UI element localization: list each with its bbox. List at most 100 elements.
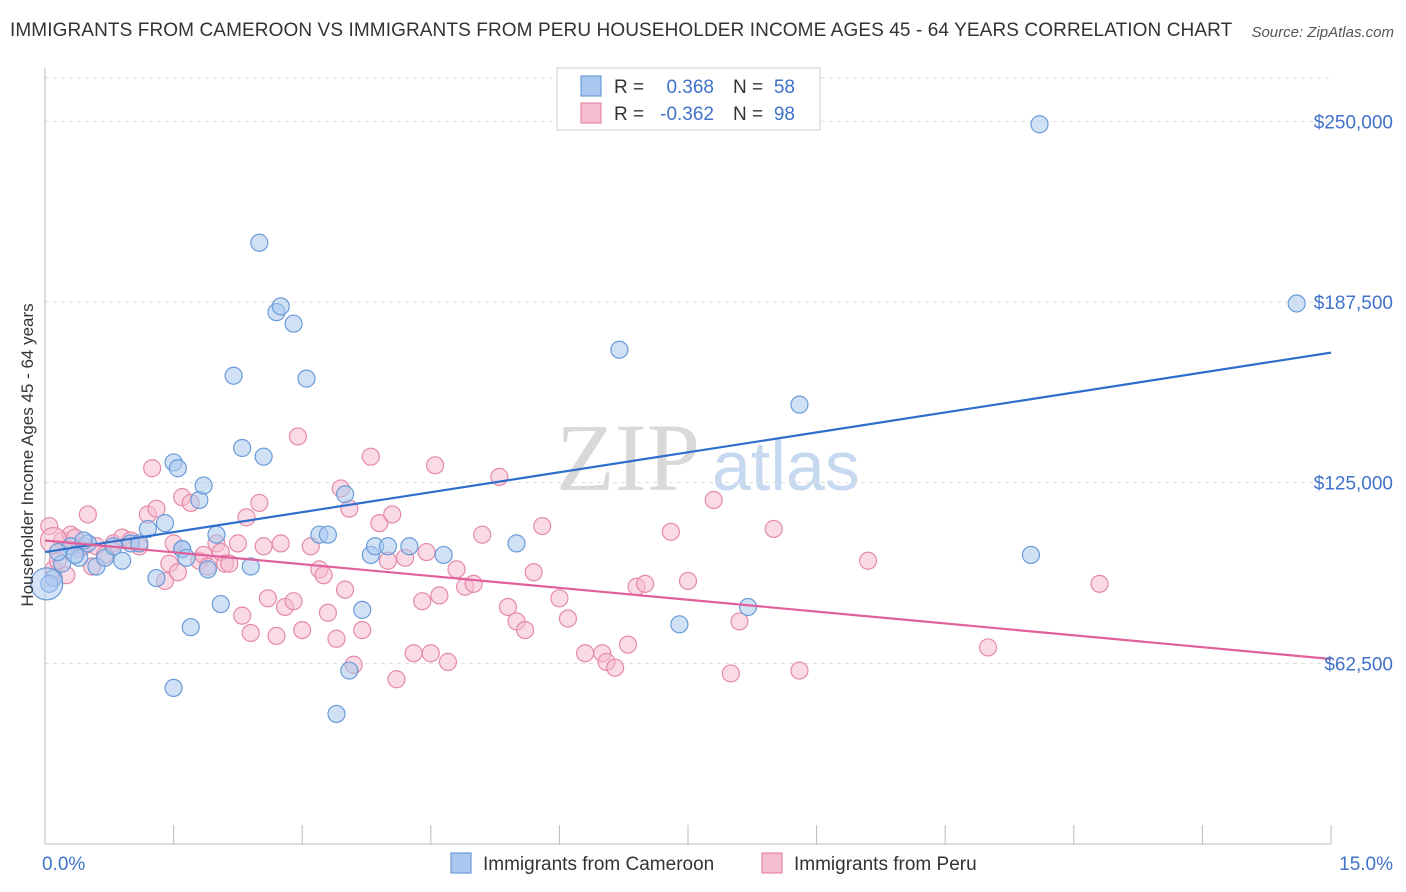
stat-n-value-2: 98 <box>774 104 795 125</box>
peru-point <box>618 635 638 654</box>
peru-point <box>533 516 552 536</box>
peru-point <box>220 554 239 573</box>
legend-swatch-peru <box>761 852 783 874</box>
cameroon-point <box>670 615 689 634</box>
peru-point <box>254 537 273 556</box>
cameroon-point <box>318 525 338 544</box>
peru-point <box>524 563 543 582</box>
peru-swatch <box>580 102 602 124</box>
peru-point <box>721 664 740 683</box>
peru-point <box>636 574 655 593</box>
peru-point <box>661 522 680 541</box>
peru-point <box>438 652 458 671</box>
peru-point <box>370 514 389 533</box>
cameroon-point <box>335 485 355 504</box>
peru-point <box>383 505 402 524</box>
peru-point <box>335 580 355 599</box>
cameroon-point <box>138 519 157 539</box>
y-tick-label: $250,000 <box>1314 112 1393 133</box>
peru-point <box>233 606 252 625</box>
stats-legend: R = 0.368 N = 58 R = -0.362 N = 98 <box>556 67 821 131</box>
cameroon-point <box>400 537 419 556</box>
legend-swatch-cameroon <box>450 852 472 874</box>
cameroon-point <box>155 514 175 533</box>
cameroon-point <box>250 233 269 252</box>
watermark-zip: ZIP <box>556 404 700 511</box>
y-tick-label: $125,000 <box>1314 474 1393 495</box>
cameroon-point <box>198 560 217 579</box>
cameroon-point <box>1021 545 1041 565</box>
peru-point <box>267 626 286 645</box>
cameroon-point <box>241 557 260 576</box>
peru-point <box>978 638 998 657</box>
peru-point <box>464 574 483 593</box>
x-tick-labels: 0.0% 15.0% <box>42 854 1393 875</box>
cameroon-point <box>507 534 526 553</box>
stat-n-label-1: N = <box>733 77 763 98</box>
cameroon-point <box>164 678 183 698</box>
peru-point <box>425 456 445 475</box>
peru-point <box>78 505 97 524</box>
peru-point <box>228 534 247 553</box>
peru-point <box>704 490 723 510</box>
peru-point <box>353 620 372 640</box>
cameroon-point <box>147 568 166 588</box>
axes <box>44 68 1332 845</box>
cameroon-swatch <box>580 75 602 97</box>
y-tick-label: $62,500 <box>1324 654 1393 675</box>
peru-point <box>361 447 380 466</box>
peru-point <box>314 566 333 585</box>
cameroon-point <box>327 704 346 724</box>
peru-point <box>417 542 436 562</box>
peru-point <box>258 589 278 608</box>
watermark: ZIP atlas <box>556 404 860 511</box>
cameroon-point <box>284 314 303 333</box>
peru-point <box>498 597 518 617</box>
stat-r-label-1: R = <box>614 77 644 98</box>
cameroon-point <box>168 459 187 478</box>
cameroon-point <box>271 297 290 316</box>
peru-point <box>271 534 290 553</box>
peru-point <box>241 623 260 643</box>
y-axis-label: Householder Income Ages 45 - 64 years <box>18 303 37 606</box>
stat-r-value-1: 0.368 <box>666 77 714 98</box>
peru-point <box>284 592 303 611</box>
peru-point <box>293 620 312 640</box>
peru-point <box>790 661 809 680</box>
watermark-atlas: atlas <box>712 427 860 505</box>
peru-point <box>516 620 535 640</box>
peru-point <box>1090 574 1109 593</box>
peru-point <box>143 459 162 478</box>
peru-point <box>237 508 256 527</box>
stat-r-label-2: R = <box>614 104 644 125</box>
cameroon-point <box>738 597 758 617</box>
stat-n-label-2: N = <box>733 104 763 125</box>
peru-point <box>387 670 406 689</box>
peru-point <box>404 644 423 663</box>
cameroon-point <box>610 340 629 359</box>
series-legend: Immigrants from Cameroon Immigrants from… <box>450 852 977 875</box>
cameroon-point <box>434 545 453 565</box>
legend-label-peru: Immigrants from Peru <box>794 854 977 875</box>
stat-n-value-1: 58 <box>774 77 795 98</box>
peru-point <box>550 589 569 608</box>
cameroon-trend-line <box>44 351 1332 554</box>
cameroon-point <box>297 369 316 388</box>
x-tick-label: 0.0% <box>42 854 85 875</box>
y-tick-labels: $62,500 $125,000 $187,500 $250,000 <box>1314 112 1393 675</box>
trend-lines <box>44 351 1332 661</box>
cameroon-point <box>378 537 398 556</box>
cameroon-point <box>790 395 809 414</box>
cameroon-points <box>30 115 1306 724</box>
cameroon-point <box>254 447 273 466</box>
cameroon-point <box>181 618 200 637</box>
cameroon-point <box>113 551 132 570</box>
cameroon-point <box>194 476 213 495</box>
cameroon-point <box>224 366 243 385</box>
peru-point <box>288 427 308 446</box>
legend-label-cameroon: Immigrants from Cameroon <box>483 854 714 875</box>
y-tick-label: $187,500 <box>1314 293 1393 314</box>
peru-point <box>430 586 449 605</box>
cameroon-point <box>30 567 64 601</box>
